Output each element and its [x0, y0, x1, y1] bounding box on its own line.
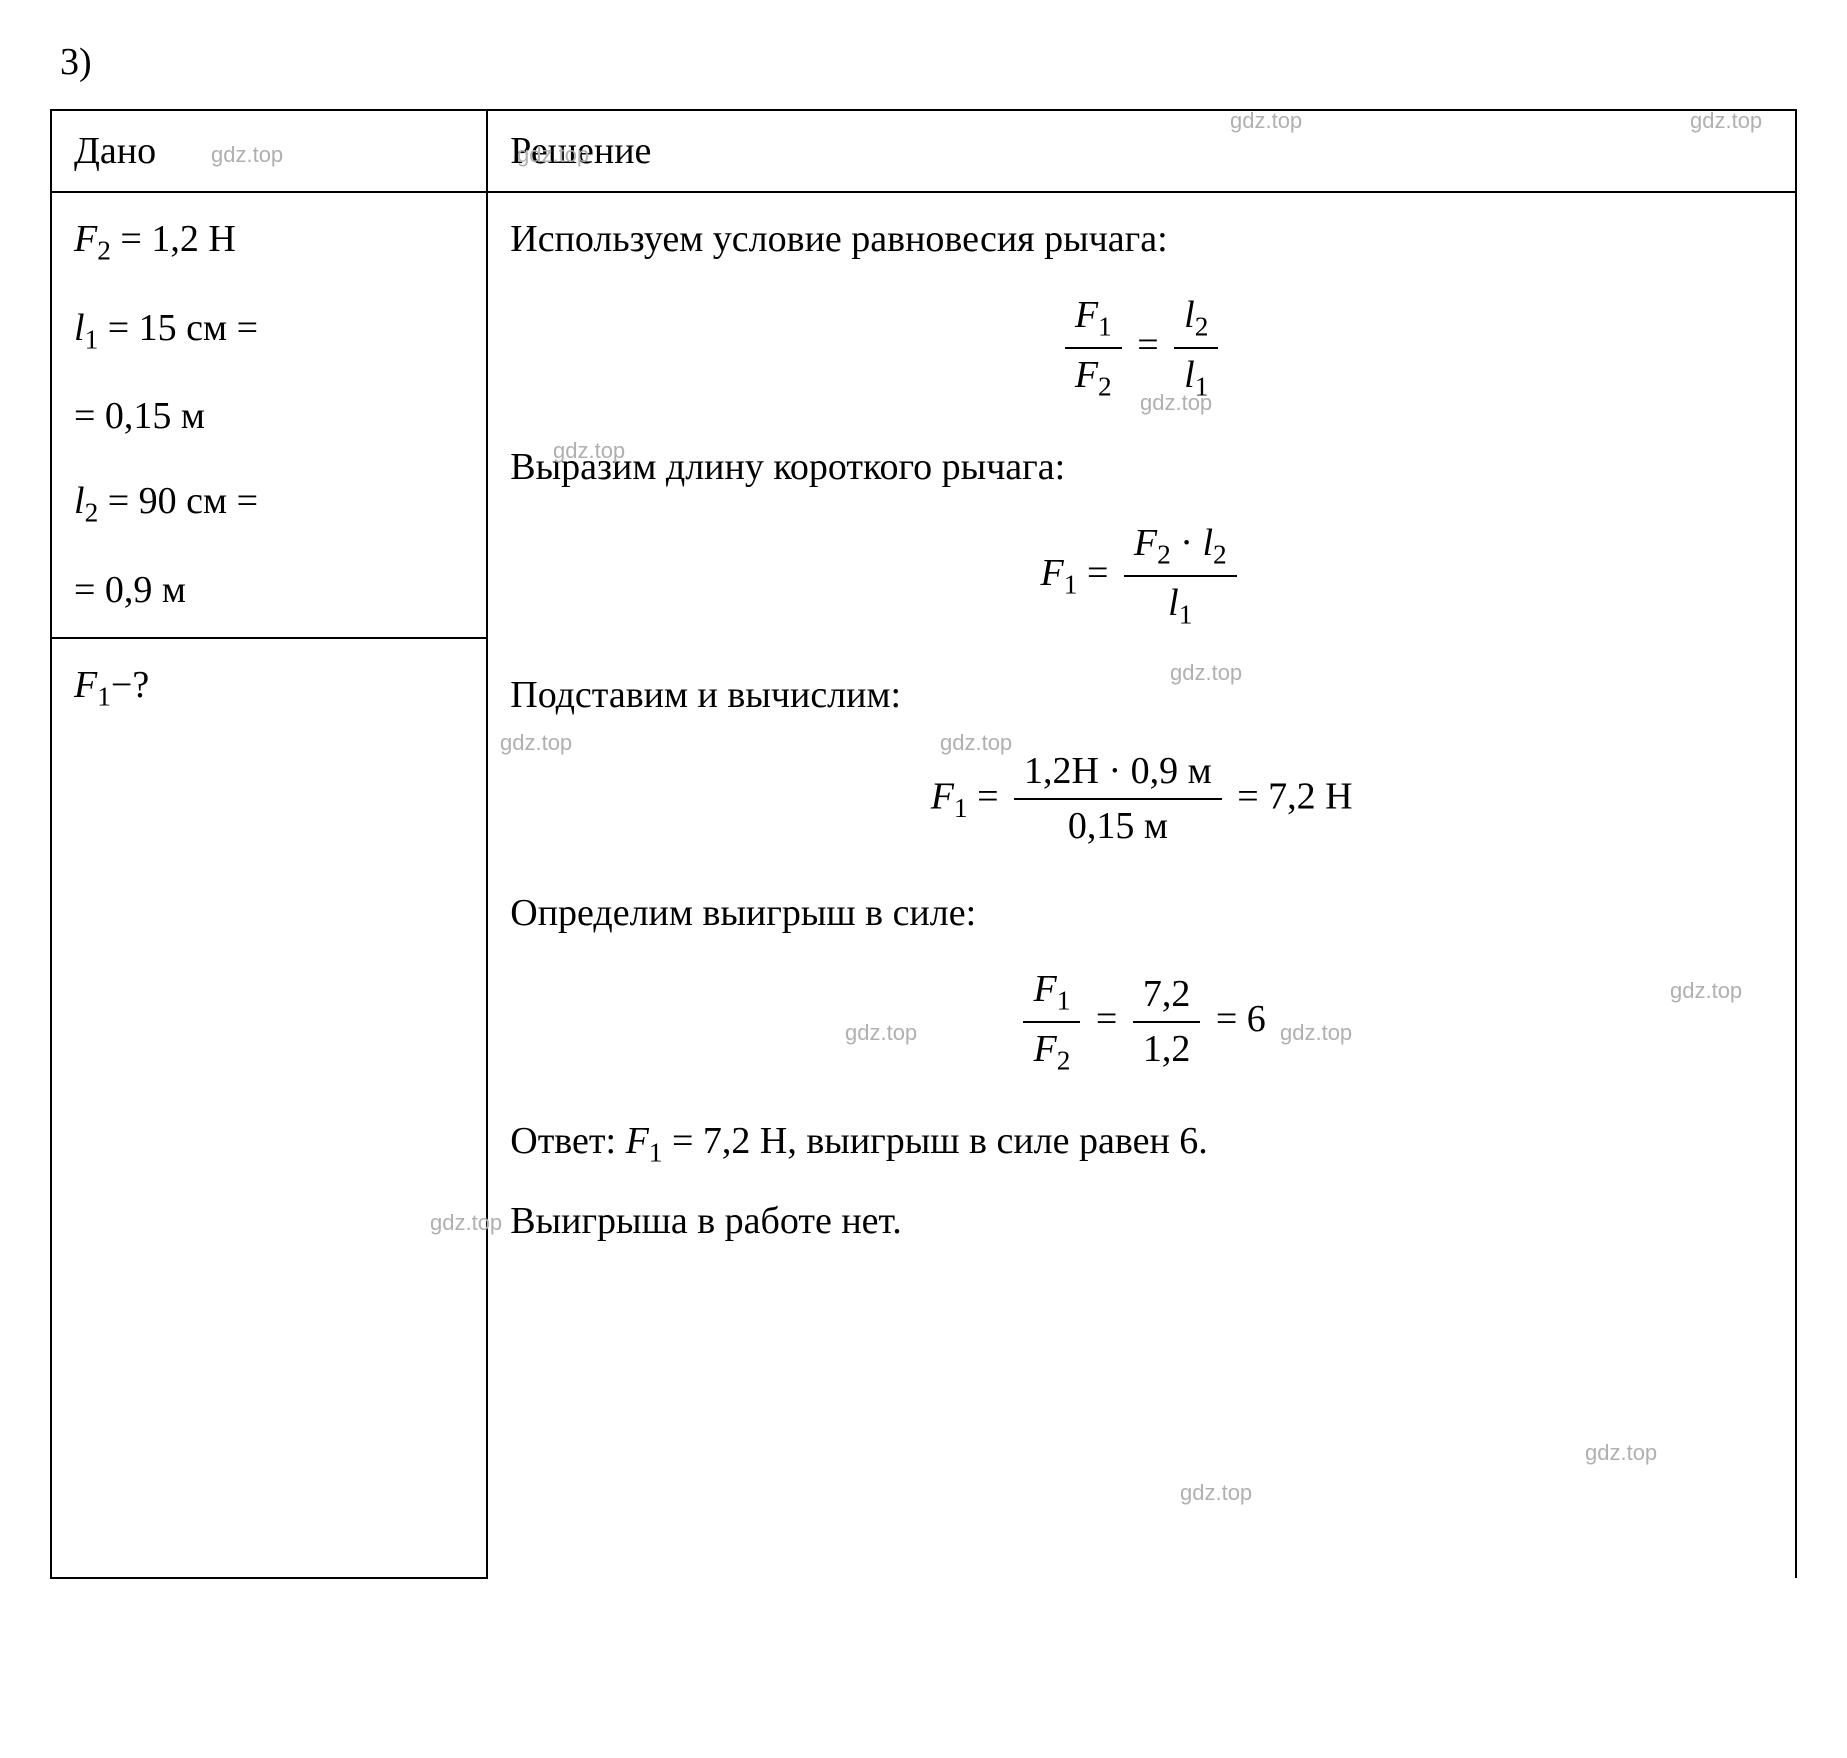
solution-step2-text: Выразим длину короткого рычага: — [510, 439, 1773, 496]
solution-step1-text: Используем условие равновесия рычага: — [510, 211, 1773, 268]
formula-3: F1 = 1,2Н · 0,9 м 0,15 м = 7,2 Н — [510, 749, 1773, 850]
fraction-f1-f2-ratio: F1 F2 — [1023, 967, 1080, 1078]
problem-number: 3) — [60, 40, 1797, 84]
solution-step4-text: Определим выигрыш в силе: — [510, 885, 1773, 942]
fraction-f2l2-l1: F2 · l2 l1 — [1124, 521, 1237, 632]
page-container: 3) Дано Решение F2 = 1,2 Н l1 = 15 см = … — [50, 40, 1797, 1579]
answer-line-2: Выигрыша в работе нет. — [510, 1193, 1773, 1250]
fraction-f1-f2: F1 F2 — [1065, 293, 1122, 404]
find-cell: F1−? — [51, 638, 487, 1578]
formula-1: F1 F2 = l2 l1 — [510, 293, 1773, 404]
formula-2: F1 = F2 · l2 l1 — [510, 521, 1773, 632]
given-l2: l2 = 90 см = — [74, 473, 464, 534]
answer-line-1: Ответ: F1 = 7,2 Н, выигрыш в силе равен … — [510, 1113, 1773, 1174]
solution-cell: Используем условие равновесия рычага: F1… — [487, 192, 1796, 1578]
given-l2-converted: = 0,9 м — [74, 562, 464, 619]
solution-header-text: Решение — [510, 130, 651, 172]
fraction-l2-l1: l2 l1 — [1174, 293, 1218, 404]
table-header-row: Дано Решение — [51, 110, 1796, 192]
table-content-row-1: F2 = 1,2 Н l1 = 15 см = = 0,15 м l2 = 90… — [51, 192, 1796, 638]
given-l1-converted: = 0,15 м — [74, 388, 464, 445]
given-l1: l1 = 15 см = — [74, 300, 464, 361]
solution-table: Дано Решение F2 = 1,2 Н l1 = 15 см = = 0… — [50, 109, 1797, 1579]
given-cell: F2 = 1,2 Н l1 = 15 см = = 0,15 м l2 = 90… — [51, 192, 487, 638]
solution-header-cell: Решение — [487, 110, 1796, 192]
formula-4: F1 F2 = 7,2 1,2 = 6 — [510, 967, 1773, 1078]
given-header-cell: Дано — [51, 110, 487, 192]
fraction-numeric: 1,2Н · 0,9 м 0,15 м — [1014, 749, 1222, 850]
solution-step3-text: Подставим и вычислим: — [510, 667, 1773, 724]
fraction-ratio-numeric: 7,2 1,2 — [1133, 972, 1201, 1073]
given-f2: F2 = 1,2 Н — [74, 211, 464, 272]
given-header-text: Дано — [74, 130, 156, 172]
